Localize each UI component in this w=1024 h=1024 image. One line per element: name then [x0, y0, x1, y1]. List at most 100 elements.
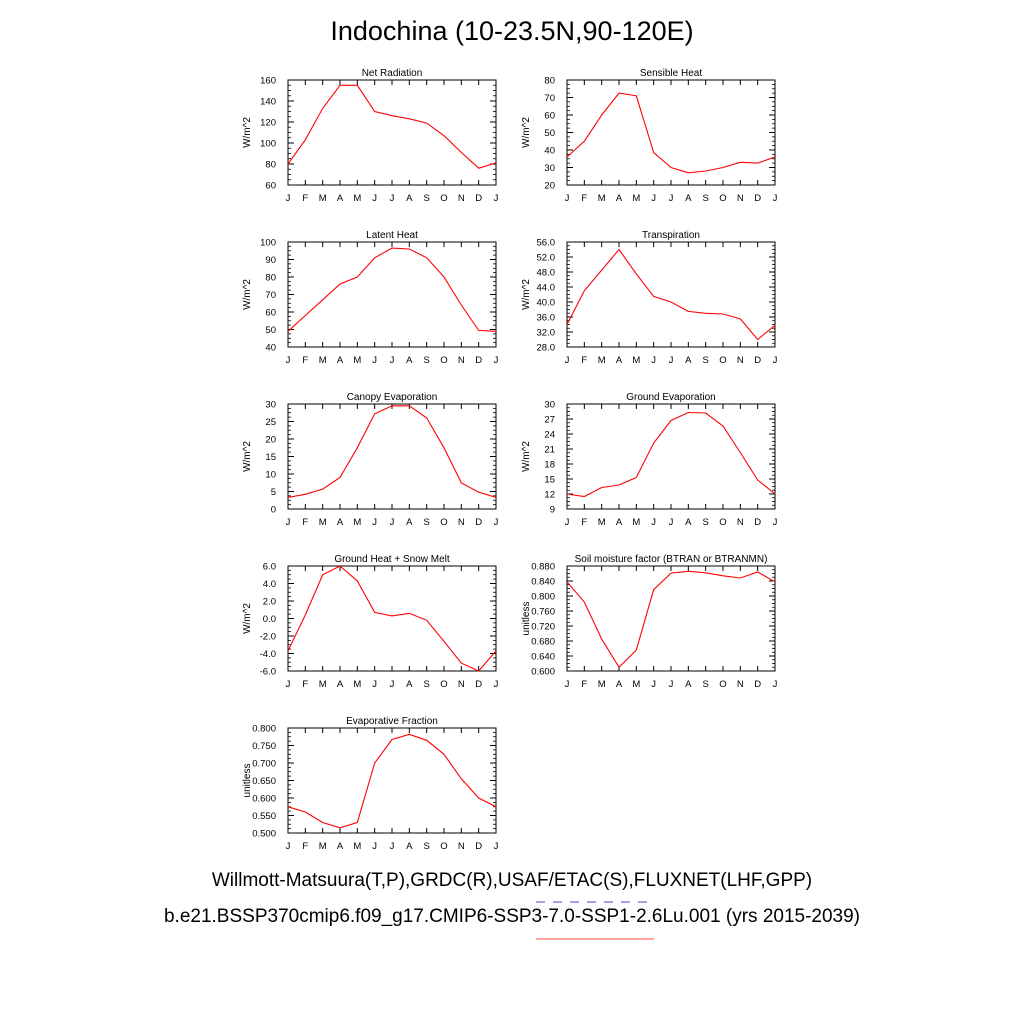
x-tick-label: M [632, 679, 640, 690]
y-tick-label: 25 [265, 417, 276, 428]
x-tick-label: M [632, 193, 640, 204]
x-tick-label: M [319, 355, 327, 366]
y-axis-label: W/m^2 [521, 279, 532, 310]
panel-title: Canopy Evaporation [347, 392, 438, 403]
panel-title: Net Radiation [362, 68, 423, 79]
x-tick-label: N [458, 517, 465, 528]
x-tick-label: M [319, 517, 327, 528]
y-tick-label: 0.760 [531, 607, 555, 618]
y-tick-label: 0 [271, 505, 276, 516]
x-tick-label: D [475, 193, 482, 204]
x-tick-label: F [581, 193, 587, 204]
y-tick-label: 30 [544, 163, 555, 174]
y-tick-label: 0.0 [263, 614, 276, 625]
x-tick-label: D [754, 193, 761, 204]
y-axis-label: W/m^2 [521, 117, 532, 148]
x-tick-label: A [685, 679, 692, 690]
figure-title: Indochina (10-23.5N,90-120E) [330, 16, 694, 46]
x-tick-label: J [773, 193, 778, 204]
x-tick-label: J [651, 355, 656, 366]
y-tick-label: 32.0 [537, 328, 556, 339]
y-tick-label: 48.0 [537, 268, 556, 279]
series-line [566, 248, 776, 341]
y-tick-label: 120 [260, 118, 276, 129]
y-tick-label: 18 [544, 460, 555, 471]
x-tick-label: D [754, 517, 761, 528]
y-tick-label: 12 [544, 490, 555, 501]
x-tick-label: O [440, 355, 447, 366]
x-tick-label: S [423, 841, 429, 852]
series-line [566, 411, 776, 498]
y-tick-label: 10 [265, 470, 276, 481]
x-tick-label: J [669, 355, 674, 366]
x-tick-label: J [286, 355, 291, 366]
y-tick-label: 0.840 [531, 577, 555, 588]
x-tick-label: A [685, 355, 692, 366]
x-tick-label: N [737, 679, 744, 690]
y-tick-label: 80 [265, 160, 276, 171]
x-tick-label: J [669, 679, 674, 690]
x-tick-label: A [406, 517, 413, 528]
x-tick-label: D [754, 355, 761, 366]
x-tick-label: O [440, 193, 447, 204]
x-tick-label: M [353, 679, 361, 690]
series-line [287, 733, 497, 829]
y-tick-label: 15 [544, 475, 555, 486]
x-tick-label: J [372, 193, 377, 204]
y-tick-label: 0.800 [531, 592, 555, 603]
plot-frame [566, 403, 776, 510]
x-tick-label: J [390, 679, 395, 690]
x-tick-label: J [669, 193, 674, 204]
x-tick-label: S [423, 679, 429, 690]
plot-frame [287, 403, 497, 510]
x-tick-label: M [598, 679, 606, 690]
y-tick-label: 20 [265, 435, 276, 446]
y-tick-label: 50 [265, 325, 276, 336]
y-tick-label: 50 [544, 128, 555, 139]
y-tick-label: 24 [544, 430, 555, 441]
x-tick-label: A [406, 193, 413, 204]
x-tick-label: A [337, 517, 344, 528]
x-tick-label: M [632, 355, 640, 366]
x-tick-label: M [353, 193, 361, 204]
x-tick-label: S [702, 517, 708, 528]
panel-title: Sensible Heat [640, 68, 702, 79]
y-tick-label: 0.800 [252, 724, 276, 735]
y-tick-label: -2.0 [260, 632, 276, 643]
x-tick-label: D [754, 679, 761, 690]
x-tick-label: O [719, 517, 726, 528]
x-tick-label: J [565, 355, 570, 366]
y-tick-label: 15 [265, 452, 276, 463]
x-tick-label: M [319, 841, 327, 852]
x-tick-label: M [598, 355, 606, 366]
x-tick-label: N [737, 193, 744, 204]
x-tick-label: F [302, 193, 308, 204]
y-tick-label: 5 [271, 487, 276, 498]
y-tick-label: 0.720 [531, 622, 555, 633]
x-tick-label: A [337, 193, 344, 204]
y-tick-label: 0.640 [531, 652, 555, 663]
x-tick-label: D [475, 679, 482, 690]
y-tick-label: 0.700 [252, 759, 276, 770]
x-tick-label: S [423, 517, 429, 528]
panel-title: Transpiration [642, 230, 700, 241]
x-tick-label: J [773, 679, 778, 690]
x-tick-label: J [565, 679, 570, 690]
x-tick-label: J [372, 517, 377, 528]
y-tick-label: 0.750 [252, 741, 276, 752]
x-tick-label: M [319, 193, 327, 204]
x-tick-label: J [390, 355, 395, 366]
y-tick-label: 100 [260, 238, 276, 249]
plot-frame [287, 79, 497, 186]
y-axis-label: unitless [242, 764, 253, 798]
y-tick-label: 80 [265, 273, 276, 284]
x-tick-label: J [390, 193, 395, 204]
panel-8: Soil moisture factor (BTRAN or BTRANMN) u… [521, 554, 778, 690]
panel-title: Evaporative Fraction [346, 716, 438, 727]
x-tick-label: J [669, 517, 674, 528]
x-tick-label: F [302, 841, 308, 852]
x-tick-label: J [390, 841, 395, 852]
series-line [287, 405, 497, 498]
